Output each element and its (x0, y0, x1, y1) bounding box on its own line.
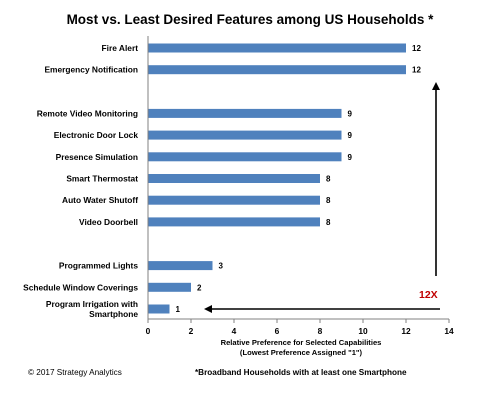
x-axis-label-line2: (Lowest Preference Assigned "1") (239, 348, 363, 357)
bar (148, 174, 320, 183)
data-label: 1 (176, 305, 181, 314)
bar (148, 261, 213, 271)
bar (148, 65, 406, 75)
x-tick-label: 6 (275, 326, 280, 336)
category-label: Fire Alert (102, 43, 139, 53)
data-label: 9 (348, 131, 353, 140)
bar (148, 152, 342, 162)
category-label: Emergency Notification (44, 65, 138, 75)
category-label: Presence Simulation (56, 152, 138, 162)
bar (148, 130, 342, 140)
category-label: Programmed Lights (59, 261, 138, 271)
ratio-annotation: 12X (419, 289, 438, 301)
category-label: Auto Water Shutoff (62, 195, 138, 205)
data-label: 9 (348, 109, 353, 118)
category-label: Smart Thermostat (66, 174, 138, 184)
category-label: Video Doorbell (79, 217, 138, 227)
category-label: Remote Video Monitoring (37, 108, 138, 118)
x-tick-label: 10 (358, 326, 368, 336)
category-label: Program Irrigation with Smartphone (46, 299, 138, 319)
bar (148, 282, 191, 292)
x-axis-label-line1: Relative Preference for Selected Capabil… (220, 338, 382, 347)
data-label: 3 (219, 262, 224, 271)
x-tick-label: 14 (444, 326, 454, 336)
bar (148, 195, 320, 205)
bar (148, 108, 342, 118)
data-label: 12 (412, 44, 421, 53)
data-label: 9 (348, 153, 353, 162)
category-label: Electronic Door Lock (54, 130, 139, 140)
x-tick-label: 8 (318, 326, 323, 336)
x-tick-label: 2 (189, 326, 194, 336)
x-tick-label: 12 (401, 326, 411, 336)
bar (148, 43, 406, 53)
x-tick-label: 0 (146, 326, 151, 336)
data-label: 12 (412, 66, 421, 75)
data-label: 8 (326, 218, 331, 227)
category-label: Schedule Window Coverings (23, 282, 138, 292)
chart-title: Most vs. Least Desired Features among US… (66, 12, 434, 27)
bar (148, 217, 320, 227)
data-label: 8 (326, 196, 331, 205)
data-label: 8 (326, 175, 331, 184)
footnote: *Broadband Households with at least one … (195, 368, 407, 377)
copyright-notice: © 2017 Strategy Analytics (28, 368, 122, 377)
x-tick-label: 4 (232, 326, 237, 336)
bar (148, 304, 170, 314)
data-label: 2 (197, 283, 202, 292)
